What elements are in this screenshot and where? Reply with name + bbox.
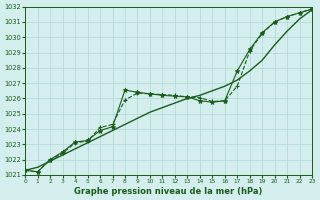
X-axis label: Graphe pression niveau de la mer (hPa): Graphe pression niveau de la mer (hPa) [75, 187, 263, 196]
